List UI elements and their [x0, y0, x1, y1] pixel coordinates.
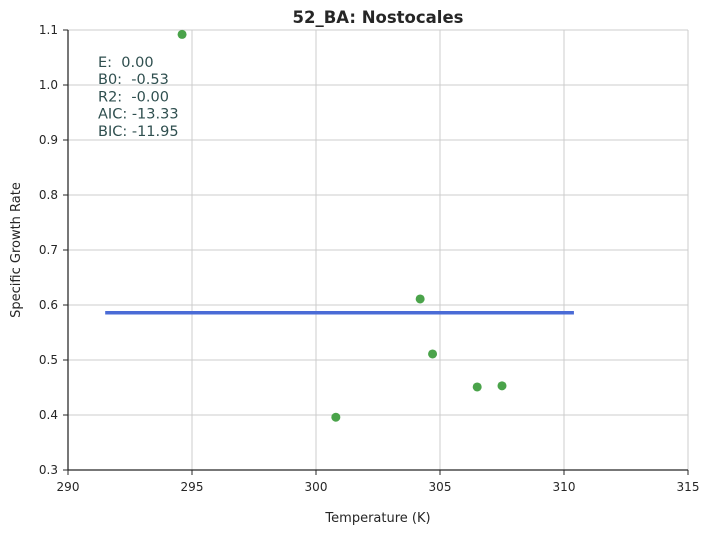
fit-statistic: R2: -0.00	[98, 89, 169, 105]
data-point	[177, 29, 187, 39]
data-point	[497, 381, 507, 391]
fit-statistic: BIC: -11.95	[98, 124, 179, 140]
x-tick-label: 305	[429, 480, 452, 494]
y-tick-label: 0.7	[39, 243, 58, 257]
axes	[63, 29, 689, 475]
grid	[67, 29, 689, 471]
fit-statistic: B0: -0.53	[98, 72, 169, 88]
x-axis-label: Temperature (K)	[324, 511, 430, 526]
x-tick-label: 290	[57, 480, 80, 494]
x-tick-label: 295	[181, 480, 204, 494]
x-tick-label: 310	[553, 480, 576, 494]
x-tick-label: 300	[305, 480, 328, 494]
chart-title: 52_BA: Nostocales	[293, 8, 464, 27]
y-tick-label: 1.1	[39, 23, 58, 37]
tick-labels: 0.3 0.4 0.5 0.6 0.7 0.8 0.9 1.0 1.1 290 295 300 305 3…	[39, 23, 700, 494]
y-tick-label: 0.3	[39, 463, 58, 477]
fit-statistic: AIC: -13.33	[98, 107, 179, 123]
data-point	[472, 382, 482, 392]
fit-statistic: E: 0.00	[98, 55, 154, 71]
data-point	[331, 412, 341, 422]
y-tick-label: 1.0	[39, 78, 58, 92]
y-tick-label: 0.6	[39, 298, 58, 312]
y-tick-label: 0.8	[39, 188, 58, 202]
x-tick-label: 315	[677, 480, 700, 494]
data-point	[415, 294, 425, 304]
y-tick-label: 0.9	[39, 133, 58, 147]
y-axis-label: Specific Growth Rate	[9, 182, 24, 318]
y-tick-label: 0.5	[39, 353, 58, 367]
data-point	[428, 349, 438, 359]
data-marks	[105, 29, 574, 422]
y-tick-label: 0.4	[39, 408, 58, 422]
